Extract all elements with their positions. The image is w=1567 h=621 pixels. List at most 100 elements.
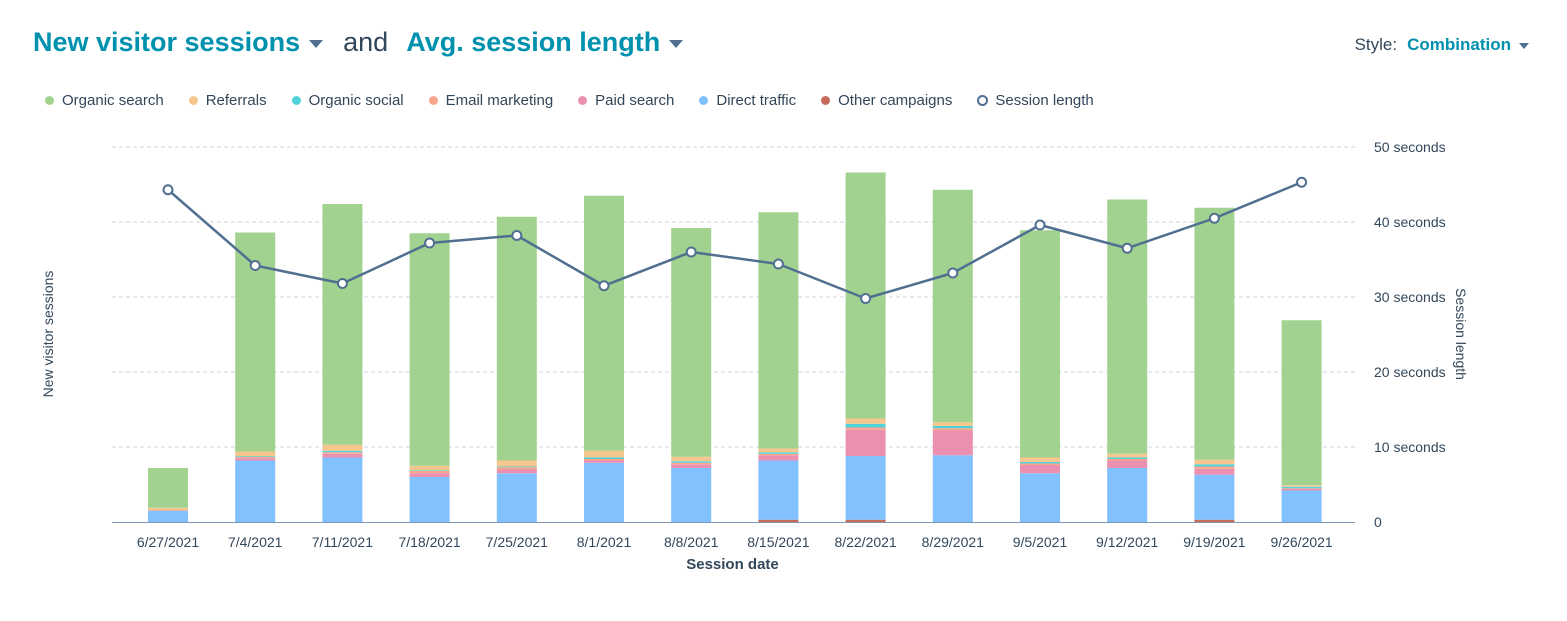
bar-segment xyxy=(1020,462,1060,464)
bar-segment xyxy=(1281,485,1322,487)
bar-segment xyxy=(496,460,537,467)
y-axis-title-left: New visitor sessions xyxy=(40,271,56,398)
bar-segment xyxy=(1020,457,1060,462)
legend-dot-marker xyxy=(188,96,198,105)
legend-item[interactable]: Paid search xyxy=(578,92,674,109)
bar-segment xyxy=(1020,465,1060,474)
secondary-metric-label: Avg. session length xyxy=(406,26,661,57)
bar-segment xyxy=(1194,468,1235,475)
bar-segment xyxy=(1194,464,1235,467)
legend-item[interactable]: Session length xyxy=(977,92,1094,109)
bar-segment xyxy=(845,519,886,522)
session-length-point xyxy=(424,237,436,249)
bar-segment xyxy=(671,464,712,468)
y-tick-label: 30 seconds xyxy=(1374,289,1446,305)
chart-legend: Organic search Referrals Organic social Ema… xyxy=(45,92,1119,109)
bar-segment xyxy=(1194,459,1235,465)
y-tick-label: 0 xyxy=(1374,514,1382,530)
bar-segment xyxy=(148,507,188,510)
x-tick-label: 7/11/2021 xyxy=(312,534,373,550)
style-control: Style: Combination xyxy=(1355,35,1529,55)
session-length-point xyxy=(249,260,261,271)
legend-ring-marker xyxy=(977,95,989,106)
bar-segment xyxy=(845,418,886,424)
bar-segment xyxy=(322,452,363,454)
bar-segment xyxy=(235,451,276,456)
legend-dot-marker xyxy=(291,96,301,105)
x-tick-label: 8/8/2021 xyxy=(664,534,719,550)
style-dropdown[interactable]: Combination xyxy=(1407,35,1511,54)
legend-label: Session length xyxy=(995,92,1094,109)
y-tick-label: 40 seconds xyxy=(1374,214,1446,230)
session-length-point xyxy=(1208,212,1220,224)
x-tick-label: 9/26/2021 xyxy=(1270,534,1332,550)
legend-dot-marker xyxy=(428,96,438,105)
bar-segment xyxy=(1107,457,1148,459)
primary-metric-dropdown[interactable]: New visitor sessions xyxy=(33,26,324,58)
bar-segment xyxy=(758,519,799,522)
x-tick-label: 9/5/2021 xyxy=(1013,534,1068,550)
bar-segment xyxy=(496,469,537,474)
legend-item[interactable]: Email marketing xyxy=(428,92,554,109)
caret-down-icon xyxy=(309,39,324,48)
y-axis-title-right: Session length xyxy=(1453,288,1469,380)
bar-segment xyxy=(758,452,799,454)
caret-down-icon xyxy=(1519,43,1529,49)
bar-segment xyxy=(932,455,973,522)
legend-item[interactable]: Organic search xyxy=(45,92,164,109)
bar-segment xyxy=(584,460,624,463)
primary-metric-label: New visitor sessions xyxy=(33,26,301,57)
secondary-metric-dropdown[interactable]: Avg. session length xyxy=(406,26,684,58)
bar-segment xyxy=(1107,468,1148,522)
bar-segment xyxy=(496,466,537,468)
bar-segment xyxy=(584,462,624,522)
bar-segment xyxy=(409,470,450,471)
bar-segment xyxy=(322,444,363,451)
bar-segment xyxy=(235,456,276,457)
bar-segment xyxy=(1281,490,1322,522)
legend-label: Referrals xyxy=(205,92,267,109)
bar-segment xyxy=(1194,466,1235,469)
bar-segment xyxy=(932,189,973,423)
bar-segment xyxy=(496,467,537,470)
bar-segment xyxy=(758,460,799,520)
session-length-line xyxy=(167,181,1303,300)
bar-segment xyxy=(322,450,363,453)
x-tick-label: 8/22/2021 xyxy=(834,534,896,550)
bar-segment xyxy=(1020,473,1060,522)
bar-segment xyxy=(409,477,450,522)
bar-segment xyxy=(932,428,973,431)
session-length-point xyxy=(1034,219,1046,231)
bar-segment xyxy=(1281,320,1322,486)
x-tick-label: 9/12/2021 xyxy=(1096,534,1158,550)
legend-label: Email marketing xyxy=(445,92,554,109)
bar-segment xyxy=(235,456,276,459)
bar-segment xyxy=(1020,463,1060,465)
bar-segment xyxy=(1281,489,1322,491)
legend-item[interactable]: Organic social xyxy=(291,92,404,109)
bar-segment xyxy=(148,468,188,508)
bar-segment xyxy=(758,455,799,461)
session-length-point xyxy=(162,184,174,196)
bar-segment xyxy=(758,453,799,456)
bar-segment xyxy=(496,216,537,461)
bar-segment xyxy=(148,510,188,522)
bar-segment xyxy=(322,453,363,458)
x-tick-label: 6/27/2021 xyxy=(137,534,199,550)
legend-dot-marker xyxy=(45,96,54,105)
legend-item[interactable]: Referrals xyxy=(188,92,267,109)
session-length-point xyxy=(685,246,697,258)
x-tick-label: 7/18/2021 xyxy=(398,534,460,550)
bar-segment xyxy=(845,429,886,456)
bar-segment xyxy=(671,461,712,463)
bar-segment xyxy=(409,473,450,477)
legend-item[interactable]: Other campaigns xyxy=(821,92,952,109)
chart-header: New visitor sessions and Avg. session le… xyxy=(33,22,684,62)
legend-item[interactable]: Direct traffic xyxy=(699,92,796,109)
bar-segment xyxy=(1107,453,1148,458)
bar-segment xyxy=(758,448,799,453)
y-tick-label: 10 seconds xyxy=(1374,439,1446,455)
x-tick-label: 7/4/2021 xyxy=(228,534,283,550)
caret-down-icon xyxy=(669,39,684,48)
